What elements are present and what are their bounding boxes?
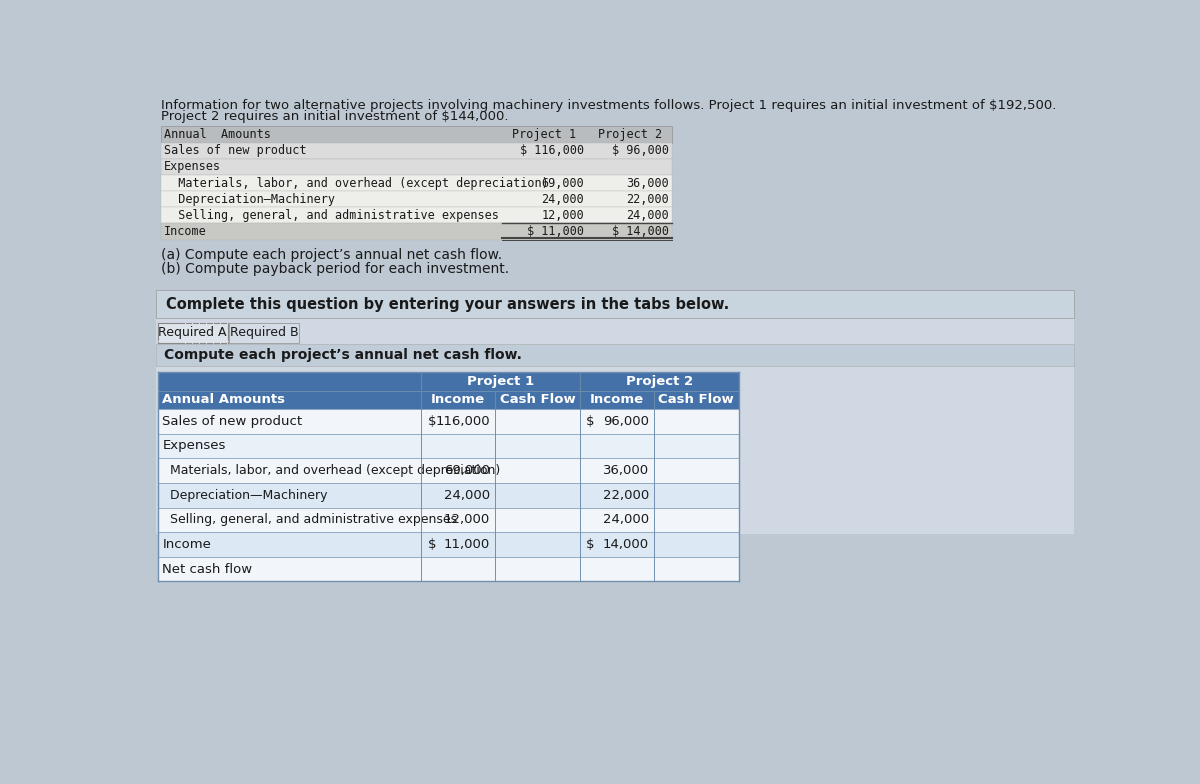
Bar <box>156 318 1074 534</box>
Text: 12,000: 12,000 <box>541 209 584 222</box>
Text: Materials, labor, and overhead (except depreciation): Materials, labor, and overhead (except d… <box>164 176 548 190</box>
Text: Required B: Required B <box>229 326 299 339</box>
Text: Required A: Required A <box>158 326 227 339</box>
Text: Income: Income <box>431 394 485 406</box>
Text: Depreciation–Machinery: Depreciation–Machinery <box>164 193 335 205</box>
Text: $ 96,000: $ 96,000 <box>612 144 670 157</box>
Text: 36,000: 36,000 <box>602 464 649 477</box>
Text: $: $ <box>587 415 595 428</box>
Text: Project 1: Project 1 <box>512 128 576 141</box>
Text: Annual Amounts: Annual Amounts <box>162 394 286 406</box>
Text: 22,000: 22,000 <box>626 193 670 205</box>
Text: (a) Compute each project’s annual net cash flow.: (a) Compute each project’s annual net ca… <box>161 248 502 262</box>
Text: 96,000: 96,000 <box>604 415 649 428</box>
Text: Project 2: Project 2 <box>626 375 694 388</box>
Bar <box>157 459 739 483</box>
Bar <box>161 207 672 223</box>
Text: 69,000: 69,000 <box>444 464 491 477</box>
Text: Income: Income <box>164 225 206 238</box>
Bar <box>157 507 739 532</box>
Text: Sales of new product: Sales of new product <box>162 415 302 428</box>
Bar <box>161 126 672 143</box>
Bar <box>157 372 739 390</box>
Text: Income: Income <box>590 394 644 406</box>
Text: Information for two alternative projects involving machinery investments follows: Information for two alternative projects… <box>161 99 1056 112</box>
Text: Project 2: Project 2 <box>598 128 661 141</box>
Bar <box>161 191 672 207</box>
Text: $: $ <box>427 415 436 428</box>
Text: Project 2 requires an initial investment of $144,000.: Project 2 requires an initial investment… <box>161 110 509 123</box>
Text: 24,000: 24,000 <box>541 193 584 205</box>
Text: 14,000: 14,000 <box>602 538 649 551</box>
Bar <box>156 290 1074 318</box>
Bar <box>157 390 739 409</box>
Text: Cash Flow: Cash Flow <box>659 394 734 406</box>
Text: Cash Flow: Cash Flow <box>499 394 575 406</box>
Text: Net cash flow: Net cash flow <box>162 563 252 575</box>
Text: $: $ <box>427 538 436 551</box>
Text: Income: Income <box>162 538 211 551</box>
Text: $ 11,000: $ 11,000 <box>527 225 584 238</box>
Text: 22,000: 22,000 <box>602 488 649 502</box>
Bar <box>157 532 739 557</box>
Text: 24,000: 24,000 <box>444 488 491 502</box>
Text: Annual  Amounts: Annual Amounts <box>164 128 271 141</box>
Bar <box>157 483 739 507</box>
Text: Expenses: Expenses <box>162 440 226 452</box>
Text: 24,000: 24,000 <box>626 209 670 222</box>
Bar <box>161 223 672 240</box>
Bar <box>156 344 1074 366</box>
Bar <box>161 159 672 175</box>
Text: Materials, labor, and overhead (except depreciation): Materials, labor, and overhead (except d… <box>162 464 500 477</box>
Text: Expenses: Expenses <box>164 161 221 173</box>
Text: Selling, general, and administrative expenses: Selling, general, and administrative exp… <box>162 514 457 526</box>
Bar <box>161 175 672 191</box>
Text: 12,000: 12,000 <box>444 514 491 526</box>
Text: Complete this question by entering your answers in the tabs below.: Complete this question by entering your … <box>166 297 728 312</box>
Text: $: $ <box>587 538 595 551</box>
Text: Sales of new product: Sales of new product <box>164 144 306 157</box>
Text: Selling, general, and administrative expenses: Selling, general, and administrative exp… <box>164 209 499 222</box>
Text: 69,000: 69,000 <box>541 176 584 190</box>
Text: $ 116,000: $ 116,000 <box>520 144 584 157</box>
Bar <box>157 434 739 459</box>
Text: Compute each project’s annual net cash flow.: Compute each project’s annual net cash f… <box>164 348 522 362</box>
Text: 116,000: 116,000 <box>436 415 491 428</box>
Text: $ 14,000: $ 14,000 <box>612 225 670 238</box>
Text: Depreciation—Machinery: Depreciation—Machinery <box>162 488 328 502</box>
Bar <box>157 409 739 434</box>
Text: Project 1: Project 1 <box>467 375 534 388</box>
Bar <box>157 323 228 343</box>
Text: 24,000: 24,000 <box>602 514 649 526</box>
Bar <box>229 323 299 343</box>
Text: (b) Compute payback period for each investment.: (b) Compute payback period for each inve… <box>161 262 509 276</box>
Bar <box>157 557 739 582</box>
Text: 11,000: 11,000 <box>444 538 491 551</box>
Bar <box>161 143 672 159</box>
Text: 36,000: 36,000 <box>626 176 670 190</box>
